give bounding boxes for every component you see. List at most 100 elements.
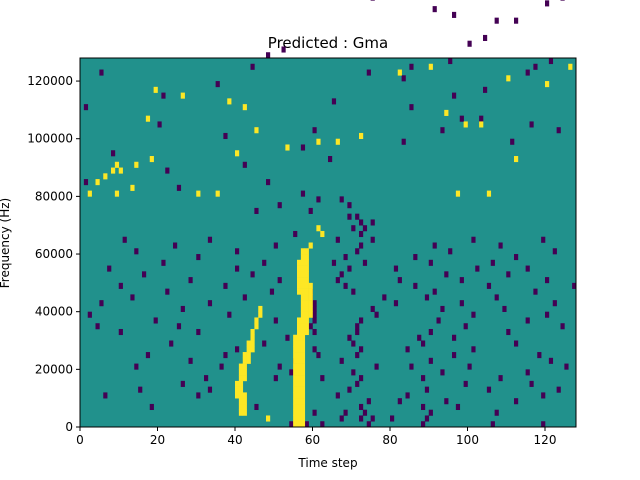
heatmap-cell-high [304, 265, 309, 272]
x-tick-label: 60 [305, 433, 320, 447]
heatmap-cell-high [293, 340, 298, 347]
heatmap-cell-high [304, 294, 309, 301]
heatmap-cell-high [215, 190, 220, 197]
heatmap-cell-high [300, 311, 306, 318]
heatmap-cell-low [142, 271, 147, 278]
heatmap-cell-high [258, 311, 263, 318]
heatmap-cell-low [428, 328, 433, 336]
heatmap-cell-high [304, 323, 309, 330]
heatmap-cell-low [149, 403, 154, 411]
heatmap-cell-low [300, 144, 306, 151]
heatmap-cell-low [339, 415, 344, 422]
heatmap-cell-high [103, 173, 108, 180]
heatmap-cell-low [285, 334, 290, 341]
heatmap-cell-low [409, 104, 414, 111]
heatmap-cell-low [328, 156, 333, 163]
heatmap-cell-low [529, 380, 534, 387]
heatmap-cell-low [99, 300, 104, 307]
heatmap-cell-low [514, 340, 519, 347]
heatmap-cell-low [529, 121, 534, 128]
heatmap-cell-low [421, 421, 426, 428]
heatmap-cell-low [370, 236, 375, 243]
heatmap-cell-low [533, 288, 538, 295]
heatmap-cell-high [285, 144, 290, 151]
heatmap-cell-low [242, 294, 247, 301]
heatmap-cell-low [560, 0, 565, 1]
heatmap-cell-low [537, 352, 542, 359]
x-tick-label: 80 [382, 433, 397, 447]
heatmap-cell-high [359, 132, 364, 140]
heatmap-cell-high [486, 190, 492, 197]
heatmap-cell-high [95, 179, 100, 186]
heatmap-cell-low [525, 69, 530, 76]
heatmap-cell-high [297, 288, 302, 295]
heatmap-cell-low [103, 392, 108, 399]
heatmap-cell-low [490, 259, 495, 266]
heatmap-cell-low [413, 254, 418, 261]
heatmap-cell-high [300, 380, 306, 387]
heatmap-cell-high [293, 352, 298, 359]
heatmap-cell-high [514, 156, 519, 163]
heatmap-cell-high [246, 352, 251, 359]
heatmap-cell-high [293, 392, 298, 399]
x-tick-label: 20 [150, 433, 165, 447]
heatmap-cell-high [235, 150, 240, 157]
heatmap-cell-high [242, 104, 247, 111]
heatmap-cell-low [308, 323, 313, 330]
heatmap-cell-high [300, 300, 306, 307]
heatmap-cell-low [316, 196, 321, 203]
heatmap-cell-high [238, 363, 244, 370]
heatmap-cell-high [238, 403, 244, 411]
heatmap-cell-high [238, 375, 244, 382]
heatmap-cell-low [273, 317, 278, 324]
heatmap-cell-low [351, 340, 356, 347]
heatmap-cell-high [308, 300, 313, 307]
heatmap-cell-low [448, 58, 453, 65]
heatmap-cell-low [312, 346, 317, 353]
heatmap-cell-low [254, 403, 259, 411]
heatmap-cell-low [176, 184, 182, 191]
y-tick-label: 40000 [35, 305, 73, 319]
heatmap-cell-low [289, 421, 294, 428]
heatmap-cell-high [300, 254, 306, 261]
heatmap-cell-low [514, 17, 519, 24]
heatmap-cell-high [300, 415, 306, 422]
heatmap-cell-high [297, 398, 302, 405]
heatmap-cell-high [297, 421, 302, 428]
heatmap-cell-low [548, 357, 554, 364]
heatmap-cell-high [308, 311, 313, 318]
heatmap-cell-high [300, 248, 306, 255]
heatmap-cell-low [312, 305, 317, 312]
heatmap-cell-high [308, 305, 313, 312]
heatmap-cell-low [250, 63, 255, 70]
heatmap-cell-low [250, 271, 255, 278]
heatmap-cell-low [362, 259, 368, 266]
heatmap-cell-high [304, 259, 309, 266]
heatmap-cell-low [374, 363, 379, 370]
heatmap-cell-high [304, 317, 309, 324]
heatmap-cell-low [312, 409, 317, 416]
heatmap-cell-high [300, 340, 306, 347]
heatmap-background [80, 58, 576, 427]
heatmap-cell-high [293, 421, 298, 428]
heatmap-cell-low [556, 127, 561, 134]
heatmap-cell-low [475, 265, 480, 272]
heatmap-cell-low [525, 265, 530, 272]
heatmap-cell-high [455, 190, 461, 197]
heatmap-cell-low [440, 305, 445, 312]
heatmap-cell-high [300, 259, 306, 266]
heatmap-cell-high [293, 346, 298, 353]
heatmap-cell-low [401, 75, 406, 82]
heatmap-cell-low [355, 328, 360, 336]
heatmap-cell-high [114, 161, 120, 168]
heatmap-cell-low [308, 207, 313, 214]
heatmap-cell-low [335, 277, 340, 284]
heatmap-cell-high [242, 375, 247, 382]
heatmap-cell-low [219, 363, 224, 370]
heatmap-cell-low [227, 311, 232, 318]
heatmap-cell-low [545, 277, 550, 284]
heatmap-cell-low [223, 132, 228, 140]
heatmap-cell-low [432, 288, 437, 295]
heatmap-cell-low [273, 375, 278, 382]
